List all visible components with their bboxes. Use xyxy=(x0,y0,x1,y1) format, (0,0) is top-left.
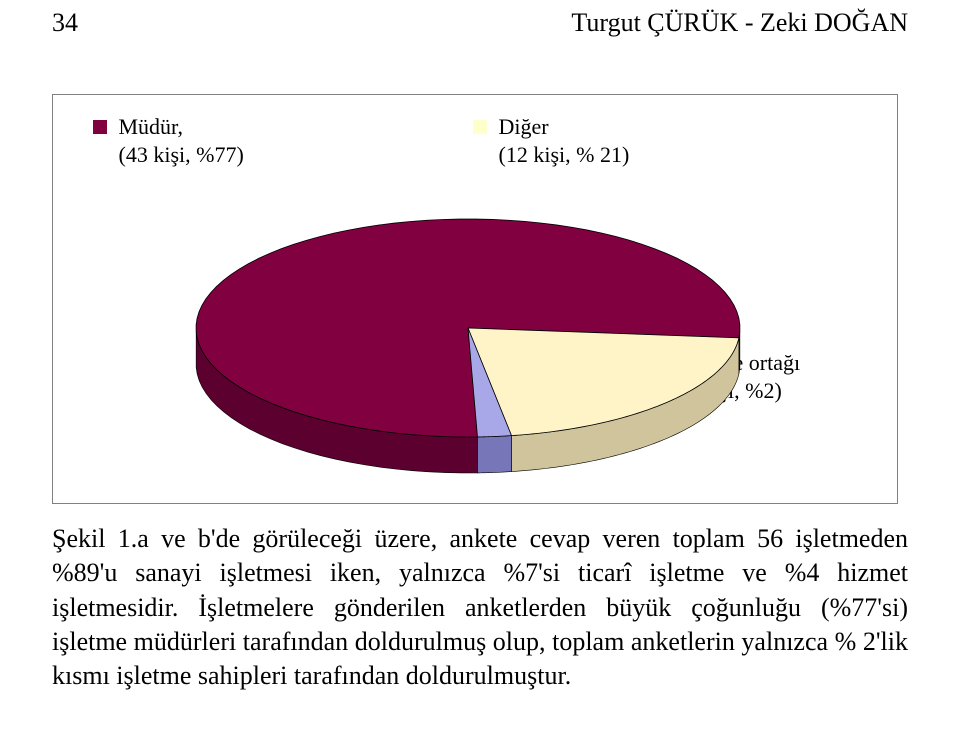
pie-chart-frame: Müdür, (43 kişi, %77) Diğer (12 kişi, % … xyxy=(52,94,898,504)
legend-label: (12 kişi, % 21) xyxy=(499,142,630,167)
legend-item-diger: Diğer (12 kişi, % 21) xyxy=(473,113,629,168)
page: 34 Turgut ÇÜRÜK - Zeki DOĞAN Müdür, (43 … xyxy=(0,0,960,744)
legend-swatch-mudur xyxy=(93,120,107,134)
legend-swatch-diger xyxy=(473,120,487,134)
author-line: Turgut ÇÜRÜK - Zeki DOĞAN xyxy=(571,8,908,38)
paragraph-text: a ve b'de görüleceği üzere, ankete cevap… xyxy=(52,524,908,690)
legend-label: Müdür, xyxy=(119,114,184,139)
figure-caption: Şekil 1. xyxy=(52,524,137,553)
legend-label: Diğer xyxy=(499,114,549,139)
legend-label: (43 kişi, %77) xyxy=(119,142,244,167)
page-header: 34 Turgut ÇÜRÜK - Zeki DOĞAN xyxy=(52,0,908,38)
pie-chart xyxy=(183,200,753,490)
body-paragraph: Şekil 1.a ve b'de görüleceği üzere, anke… xyxy=(52,522,908,694)
legend-text-mudur: Müdür, (43 kişi, %77) xyxy=(119,113,244,168)
legend-text-diger: Diğer (12 kişi, % 21) xyxy=(499,113,630,168)
legend-item-mudur: Müdür, (43 kişi, %77) xyxy=(93,113,244,168)
page-number: 34 xyxy=(52,8,78,38)
